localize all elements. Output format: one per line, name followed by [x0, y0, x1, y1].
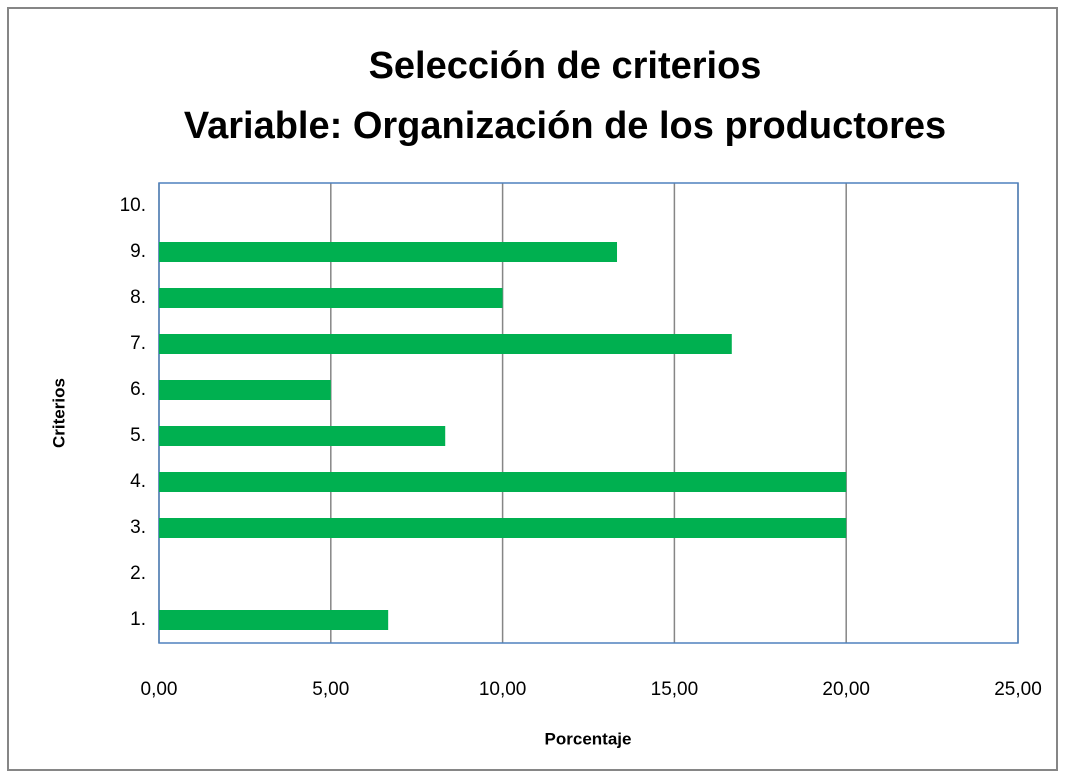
x-tick-label: 20,00 — [822, 679, 870, 700]
plot-border — [158, 182, 1019, 644]
x-tick-label: 5,00 — [312, 679, 349, 700]
bar — [159, 472, 847, 492]
bar — [159, 380, 331, 400]
x-axis-title: Porcentaje — [545, 729, 632, 748]
x-tick-label: 0,00 — [141, 679, 178, 700]
y-tick-label: 6. — [130, 379, 146, 400]
bar — [159, 288, 503, 308]
y-tick-label: 1. — [130, 609, 146, 630]
bar — [159, 334, 732, 354]
y-tick-label: 4. — [130, 471, 146, 492]
x-tick-label: 15,00 — [651, 679, 699, 700]
chart-title: Selección de criterios — [369, 45, 762, 87]
y-tick-label: 3. — [130, 517, 146, 538]
y-tick-label: 5. — [130, 425, 146, 446]
bar — [159, 242, 618, 262]
bar — [159, 518, 847, 538]
chart-subtitle: Variable: Organización de los productore… — [184, 105, 946, 147]
bar — [159, 610, 389, 630]
y-tick-label: 2. — [130, 563, 146, 584]
y-tick-label: 7. — [130, 333, 146, 354]
y-tick-label: 10. — [120, 195, 146, 216]
x-tick-label: 25,00 — [994, 679, 1042, 700]
y-tick-label: 8. — [130, 287, 146, 308]
y-tick-label: 9. — [130, 241, 146, 262]
bar — [159, 426, 446, 446]
y-axis-title: Criterios — [49, 378, 68, 448]
x-tick-label: 10,00 — [479, 679, 527, 700]
